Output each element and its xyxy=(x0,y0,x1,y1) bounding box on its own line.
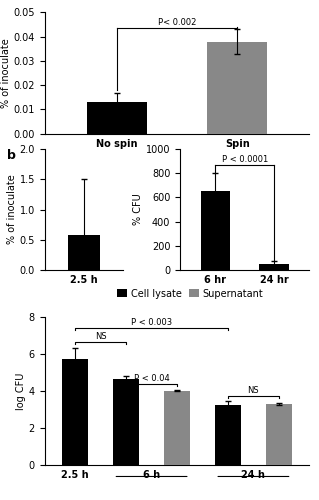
Y-axis label: % of inoculate: % of inoculate xyxy=(7,174,17,244)
Bar xyxy=(87,102,147,134)
Bar xyxy=(215,405,241,465)
Bar xyxy=(68,235,100,270)
Text: NS: NS xyxy=(248,386,259,394)
Bar xyxy=(113,379,139,465)
Bar xyxy=(207,42,267,134)
Text: P < 0.0001: P < 0.0001 xyxy=(222,155,268,164)
Bar xyxy=(201,192,230,270)
Text: b: b xyxy=(7,149,16,162)
Bar xyxy=(259,264,289,270)
Bar xyxy=(266,404,292,465)
Text: P < 0.003: P < 0.003 xyxy=(131,318,172,327)
Y-axis label: % of inoculate: % of inoculate xyxy=(1,38,11,108)
Y-axis label: log CFU: log CFU xyxy=(16,372,26,410)
Y-axis label: % CFU: % CFU xyxy=(133,194,143,226)
Legend: Cell lysate, Supernatant: Cell lysate, Supernatant xyxy=(113,284,268,302)
Text: NS: NS xyxy=(95,332,107,341)
Text: P < 0.04: P < 0.04 xyxy=(134,374,169,382)
Text: P< 0.002: P< 0.002 xyxy=(158,18,196,27)
Bar xyxy=(164,390,190,465)
Bar xyxy=(63,358,88,465)
